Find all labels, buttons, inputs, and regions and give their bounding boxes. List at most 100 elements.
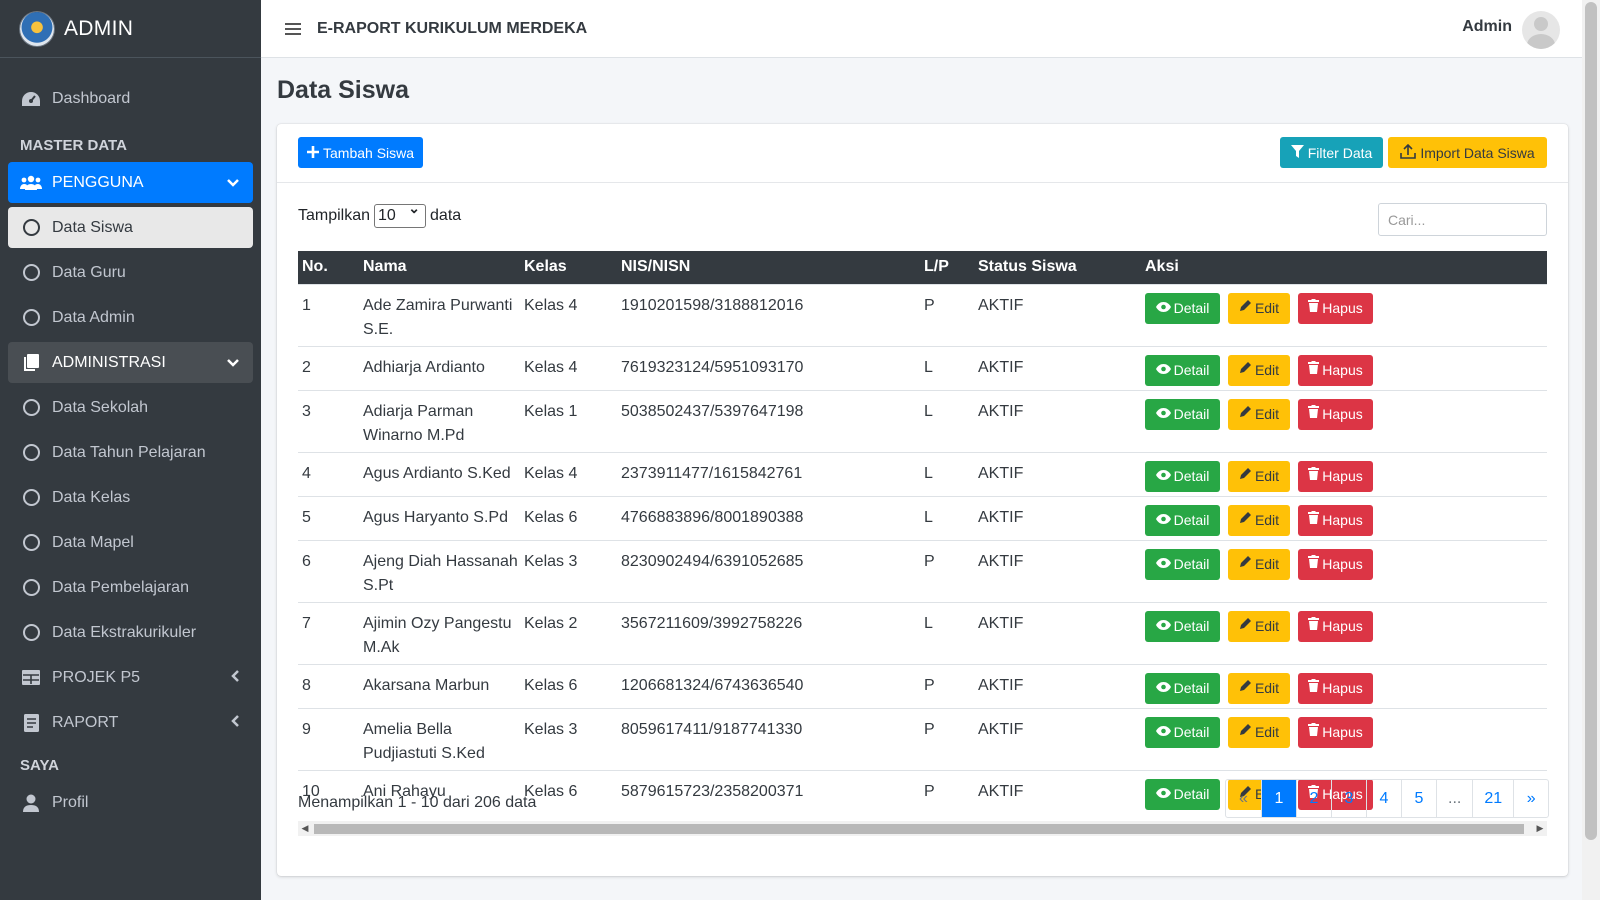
import-button[interactable]: Import Data Siswa: [1388, 137, 1547, 168]
sidebar-item-label: Data Siswa: [52, 218, 133, 236]
sidebar-item-data-kelas[interactable]: Data Kelas: [8, 477, 253, 518]
sidebar-item-label: Data Tahun Pelajaran: [52, 443, 206, 461]
sidebar-item-administrasi[interactable]: ADMINISTRASI: [8, 342, 253, 383]
trash-icon: [1308, 552, 1320, 576]
page-link[interactable]: 5: [1401, 780, 1436, 817]
scrollbar-thumb[interactable]: [1585, 2, 1597, 840]
menu-toggle-icon[interactable]: [285, 22, 301, 35]
cell-lp: P: [920, 283, 974, 346]
search-input[interactable]: Cari...: [1378, 203, 1547, 236]
copy-icon: [20, 352, 42, 374]
brand[interactable]: ADMIN: [0, 0, 261, 58]
sidebar-item-profil[interactable]: Profil: [8, 782, 253, 823]
delete-button[interactable]: Hapus: [1298, 610, 1373, 642]
delete-button[interactable]: Hapus: [1298, 504, 1373, 536]
column-header[interactable]: Kelas: [524, 258, 567, 276]
edit-button[interactable]: Edit: [1228, 716, 1290, 748]
eye-icon: [1155, 614, 1171, 638]
page-link[interactable]: 2: [1296, 780, 1331, 817]
scroll-left-arrow-icon[interactable]: ◀: [301, 823, 309, 833]
sidebar-item-data-siswa[interactable]: Data Siswa: [8, 207, 253, 248]
column-header[interactable]: NIS/NISN: [621, 258, 691, 276]
cell-lp: P: [920, 769, 974, 814]
detail-button[interactable]: Detail: [1145, 398, 1220, 430]
delete-button[interactable]: Hapus: [1298, 354, 1373, 386]
delete-button[interactable]: Hapus: [1298, 398, 1373, 430]
cell-nis: 3567211609/3992758226: [617, 601, 920, 664]
cell-nis: 1206681324/6743636540: [617, 663, 920, 708]
button-label: Hapus: [1322, 680, 1363, 696]
edit-button[interactable]: Edit: [1228, 610, 1290, 642]
edit-button[interactable]: Edit: [1228, 672, 1290, 704]
button-label: Edit: [1254, 512, 1280, 528]
delete-button[interactable]: Hapus: [1298, 548, 1373, 580]
cell-nis: 5879615723/2358200371: [617, 769, 920, 814]
button-label: Edit: [1254, 468, 1280, 484]
sidebar-item-projek-p5[interactable]: PROJEK P5: [8, 657, 253, 698]
sidebar-item-raport[interactable]: RAPORT: [8, 702, 253, 743]
page-next[interactable]: »: [1513, 780, 1548, 817]
pencil-icon: [1239, 782, 1252, 806]
cell-kelas: Kelas 1: [520, 389, 617, 452]
sidebar-item-pengguna[interactable]: PENGGUNA: [8, 162, 253, 203]
column-header[interactable]: Nama: [363, 258, 407, 276]
page-prev[interactable]: «: [1239, 789, 1248, 807]
filter-button[interactable]: Filter Data: [1280, 137, 1383, 168]
table-horizontal-scrollbar[interactable]: ◀ ▶: [298, 821, 1547, 836]
add-student-button[interactable]: Tambah Siswa: [298, 137, 424, 168]
detail-button[interactable]: Detail: [1145, 548, 1220, 580]
sidebar-item-data-guru[interactable]: Data Guru: [8, 252, 253, 293]
sidebar-item-label: Data Mapel: [52, 533, 134, 551]
scroll-right-arrow-icon[interactable]: ▶: [1536, 823, 1544, 833]
button-label: Detail: [1173, 362, 1210, 378]
detail-button[interactable]: Detail: [1145, 504, 1220, 536]
delete-button[interactable]: Hapus: [1298, 460, 1373, 492]
detail-button[interactable]: Detail: [1145, 716, 1220, 748]
page-length-select[interactable]: 10: [374, 200, 427, 228]
sidebar-item-data-ekstrakurikuler[interactable]: Data Ekstrakurikuler: [8, 612, 253, 653]
pagination: « 1 2 3 4 5 ... 21 »: [1225, 779, 1550, 818]
detail-button[interactable]: Detail: [1145, 460, 1220, 492]
edit-button[interactable]: Edit: [1228, 504, 1290, 536]
page-link[interactable]: 1: [1261, 780, 1296, 817]
user-name[interactable]: Admin: [1462, 18, 1512, 35]
page-scrollbar[interactable]: [1582, 0, 1600, 900]
pencil-icon: [1239, 358, 1252, 382]
detail-button[interactable]: Detail: [1145, 354, 1220, 386]
button-label: Edit: [1254, 362, 1280, 378]
page-link[interactable]: 21: [1472, 780, 1513, 817]
edit-button[interactable]: Edit: [1228, 398, 1290, 430]
page-link[interactable]: 4: [1366, 780, 1401, 817]
detail-button[interactable]: Detail: [1145, 292, 1220, 324]
cell-nis: 5038502437/5397647198: [617, 389, 920, 452]
edit-button[interactable]: Edit: [1228, 548, 1290, 580]
delete-button[interactable]: Hapus: [1298, 672, 1373, 704]
avatar[interactable]: [1522, 11, 1560, 49]
delete-button[interactable]: Hapus: [1298, 778, 1373, 810]
column-header[interactable]: L/P: [924, 258, 949, 276]
column-header[interactable]: Status Siswa: [978, 258, 1077, 276]
cell-lp: L: [920, 451, 974, 496]
detail-button[interactable]: Detail: [1145, 610, 1220, 642]
edit-button[interactable]: Edit: [1228, 292, 1290, 324]
edit-button[interactable]: Edit: [1228, 354, 1290, 386]
edit-button[interactable]: Edit: [1228, 460, 1290, 492]
sidebar-item-dashboard[interactable]: Dashboard: [8, 78, 253, 119]
column-header[interactable]: No.: [302, 258, 328, 276]
page-title: Data Siswa: [277, 76, 410, 104]
sidebar-item-data-sekolah[interactable]: Data Sekolah: [8, 387, 253, 428]
cell-status: AKTIF: [974, 601, 1141, 664]
delete-button[interactable]: Hapus: [1298, 292, 1373, 324]
sidebar-item-data-admin[interactable]: Data Admin: [8, 297, 253, 338]
detail-button[interactable]: Detail: [1145, 672, 1220, 704]
sidebar-item-data-pembelajaran[interactable]: Data Pembelajaran: [8, 567, 253, 608]
circle-icon: [20, 442, 42, 464]
table-row: 9 Amelia Bella Pudjiastuti S.Ked Kelas 3 80…: [298, 707, 1547, 770]
detail-button[interactable]: Detail: [1145, 778, 1220, 810]
delete-button[interactable]: Hapus: [1298, 716, 1373, 748]
sidebar-item-data-mapel[interactable]: Data Mapel: [8, 522, 253, 563]
page-link[interactable]: 3: [1331, 780, 1366, 817]
cell-nama: Agus Haryanto S.Pd: [359, 495, 520, 540]
sidebar-item-data-tahun-pelajaran[interactable]: Data Tahun Pelajaran: [8, 432, 253, 473]
scrollbar-thumb[interactable]: [314, 824, 1524, 834]
